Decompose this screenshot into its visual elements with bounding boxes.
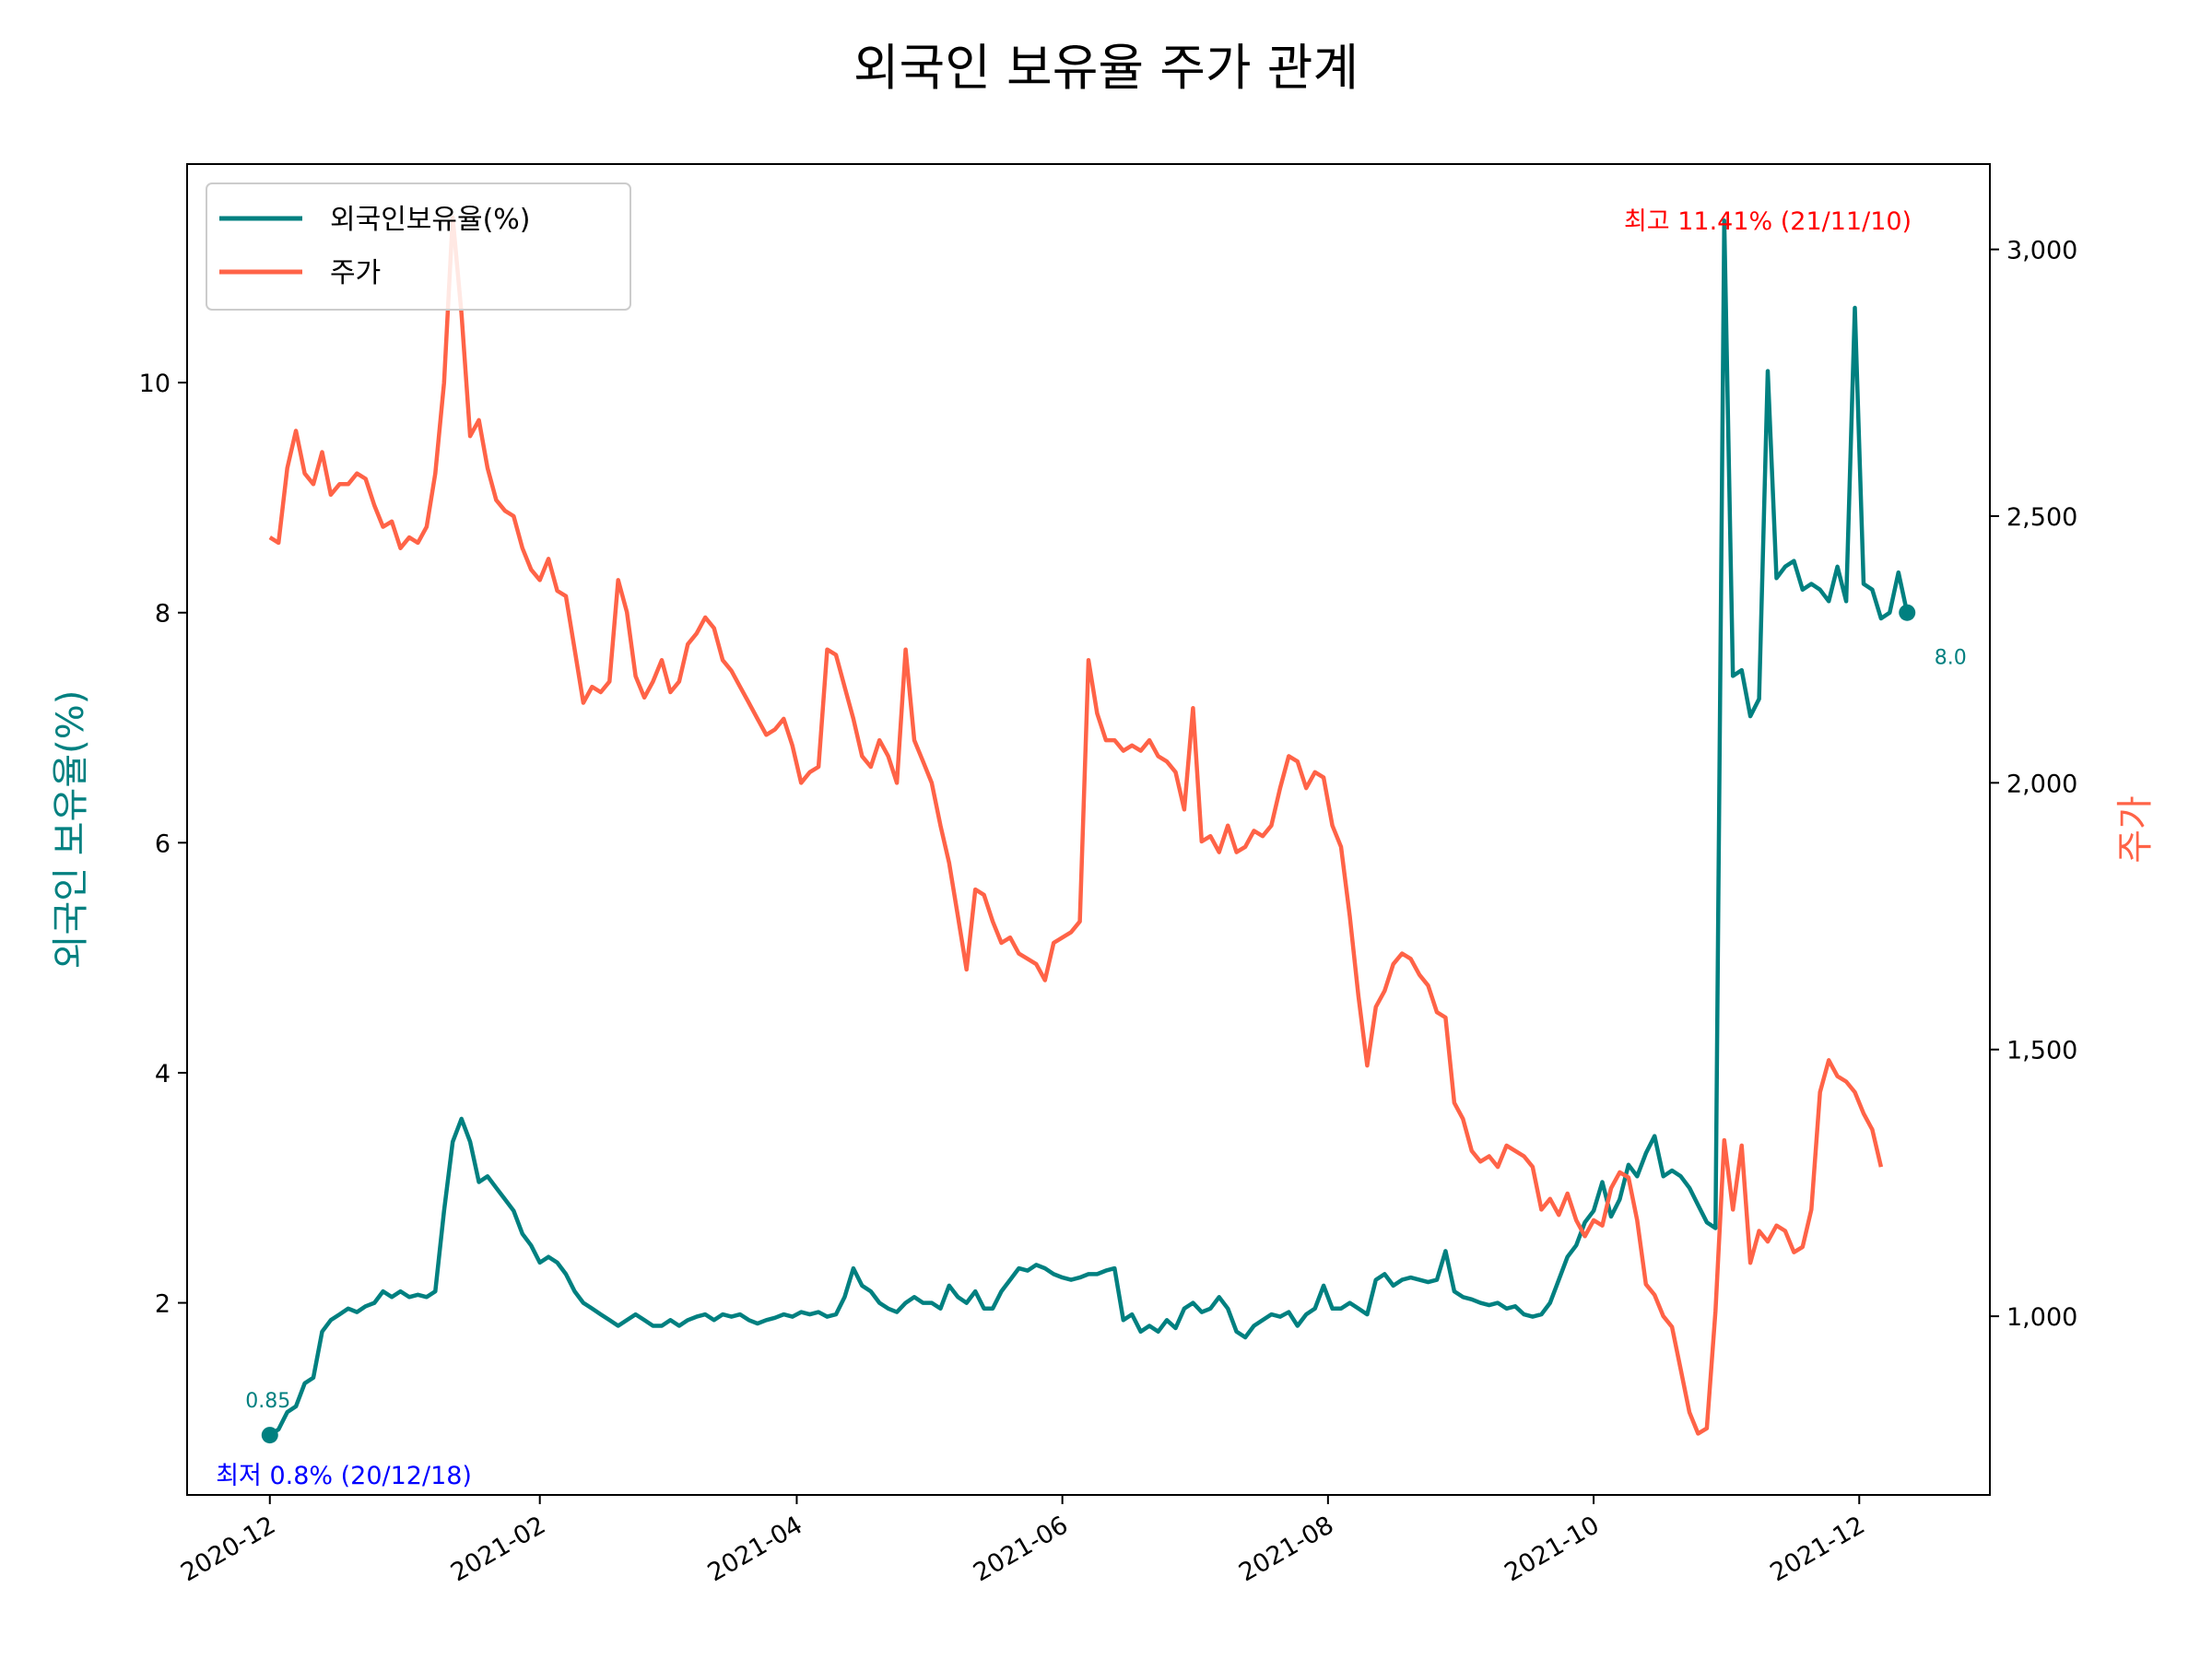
value-marker-label: 0.85 <box>245 1390 290 1413</box>
max-annotation: 최고 11.41% (21/11/10) <box>1624 207 1912 236</box>
y-left-tick-label: 2 <box>155 1290 171 1319</box>
foreign-ownership-line <box>268 218 1910 1437</box>
plot-lines <box>268 215 1910 1437</box>
legend-label: 외국인보유율(%) <box>330 204 531 236</box>
legend-box <box>206 182 631 311</box>
y-left-axis-label: 외국인 보유율(%) <box>50 690 92 970</box>
y-left-tick-label: 10 <box>139 370 171 398</box>
value-marker <box>261 1427 278 1444</box>
y-right-tick-label: 2,500 <box>2006 503 2077 532</box>
y-right-tick-label: 1,000 <box>2006 1303 2077 1332</box>
y-right-tick-label: 1,500 <box>2006 1037 2077 1065</box>
y-left-tick-label: 6 <box>155 830 171 858</box>
value-marker-label: 8.0 <box>1935 647 1967 670</box>
legend-label: 주가 <box>330 257 381 289</box>
chart-title: 외국인 보유율 주가 관계 <box>853 39 1359 97</box>
y-right-tick-label: 2,000 <box>2006 770 2077 798</box>
y-left-tick-label: 8 <box>155 600 171 629</box>
y-right-tick-label: 3,000 <box>2006 237 2077 265</box>
y-left-tick-label: 4 <box>155 1060 171 1088</box>
legend: 외국인보유율(%) 주가 <box>206 182 631 311</box>
min-annotation: 최저 0.8% (20/12/18) <box>216 1462 472 1490</box>
point-labels: 0.85 8.0 최저 0.8% (20/12/18) 최고 11.41% (21/1… <box>216 207 1967 1490</box>
value-marker <box>1899 604 1916 621</box>
y-right-axis-label: 주가 <box>2114 795 2157 864</box>
plot-frame <box>186 163 1991 1496</box>
stock-price-line <box>268 215 1884 1436</box>
